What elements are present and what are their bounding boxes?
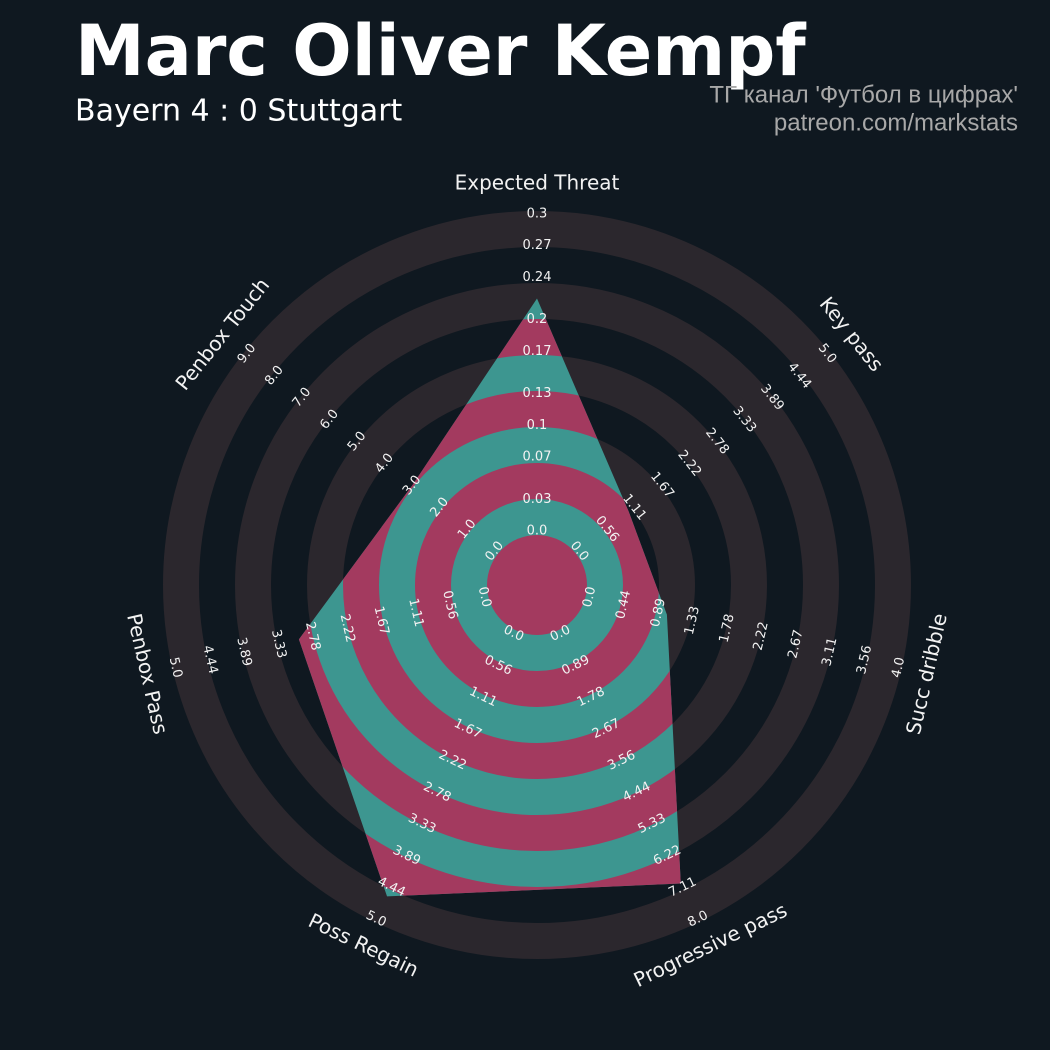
- radar-bands: [298, 298, 681, 897]
- band: [415, 463, 659, 707]
- tick-label: 4.44: [199, 644, 220, 676]
- axis-label: Succ dribble: [901, 611, 952, 737]
- tick-label: 3.56: [854, 644, 875, 676]
- ring: [163, 211, 911, 959]
- tick-label: 1.67: [371, 605, 392, 637]
- chart-title: Marc Oliver Kempf: [75, 10, 807, 92]
- tick-label: 1.11: [405, 597, 426, 629]
- tick-label: 0.07: [523, 450, 552, 465]
- tick-label: 0.27: [523, 238, 552, 253]
- tick-label: 0.3: [527, 207, 548, 222]
- tick-label: 0.17: [523, 344, 552, 359]
- tick-label: 0.0: [475, 585, 494, 609]
- axis-label: Expected Threat: [455, 171, 620, 195]
- tick-label: 2.22: [751, 620, 772, 652]
- tick-label: 0.2: [527, 312, 548, 327]
- band: [298, 319, 681, 851]
- axis-label: Penbox Pass: [122, 611, 173, 736]
- tick-label: 0.0: [580, 585, 599, 609]
- tick-label: 0.89: [648, 597, 669, 629]
- tick-label: 2.67: [785, 628, 806, 660]
- band: [343, 391, 681, 779]
- tick-label: 3.33: [268, 628, 289, 660]
- tick-label: 0.0: [527, 524, 548, 539]
- tick-label: 5.0: [166, 656, 185, 680]
- band: [487, 535, 587, 635]
- tick-label: 3.89: [233, 636, 254, 668]
- annotation: patreon.com/markstats: [774, 109, 1018, 136]
- tick-label: 3.11: [819, 636, 840, 668]
- chart-subtitle: Bayern 4 : 0 Stuttgart: [75, 94, 403, 129]
- tick-label: 0.24: [523, 270, 552, 285]
- tick-label: 0.1: [527, 418, 548, 433]
- tick-label: 0.56: [439, 589, 460, 621]
- tick-label: 0.44: [613, 589, 634, 621]
- tick-label: 2.78: [302, 620, 323, 652]
- tick-label: 4.0: [889, 656, 908, 680]
- tick-label: 1.33: [682, 605, 703, 637]
- tick-label: 2.22: [337, 613, 358, 645]
- tick-label: 0.13: [523, 386, 552, 401]
- tick-label: 1.78: [717, 613, 738, 645]
- tick-label: 0.03: [523, 492, 552, 507]
- annotation: ТГ канал 'Футбол в цифрах': [709, 81, 1018, 108]
